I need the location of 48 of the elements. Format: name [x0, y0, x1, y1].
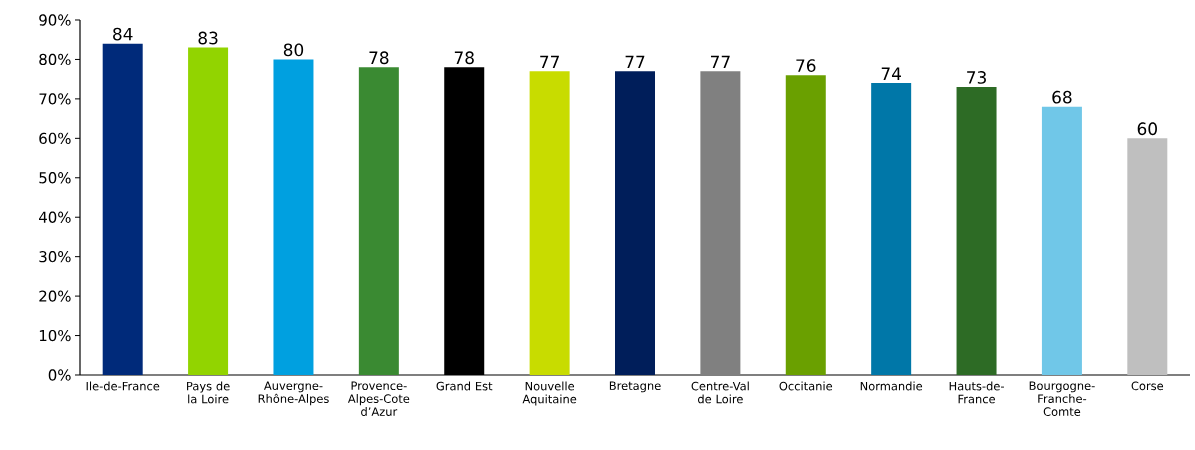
x-tick-label: Grand Est — [436, 381, 493, 391]
data-label: 84 — [113, 27, 133, 41]
x-tick-label: Corse — [1131, 381, 1164, 391]
data-label: 68 — [1052, 90, 1072, 104]
y-tick-label: 60% — [39, 132, 71, 144]
x-tick-label: Ile-de-France — [86, 381, 160, 391]
y-tick-label: 90% — [39, 14, 71, 26]
x-tick-label: Centre-Val de Loire — [691, 381, 749, 404]
y-tick-label: 0% — [48, 369, 71, 381]
bar — [1041, 106, 1082, 375]
bar — [615, 71, 655, 375]
y-tick-label: 70% — [39, 93, 71, 105]
data-label: 60 — [1137, 122, 1157, 136]
bar — [529, 71, 570, 375]
data-label: 80 — [283, 43, 304, 57]
x-tick-label: Nouvelle Aquitaine — [522, 381, 577, 406]
x-tick-label: Hauts-de-France — [949, 381, 1004, 404]
data-label: 77 — [625, 55, 645, 69]
bar — [785, 75, 826, 375]
bar — [358, 67, 399, 375]
x-tick-label: Normandie — [860, 381, 923, 391]
x-tick-label: Bretagne — [609, 381, 661, 393]
y-tick-label: 80% — [39, 53, 71, 66]
bar — [1127, 138, 1168, 375]
data-label: 77 — [540, 55, 559, 69]
data-label: 77 — [711, 55, 730, 69]
y-tick-label: 40% — [39, 211, 71, 223]
x-tick-label: Bourgogne-Franche-Comte — [1029, 381, 1095, 416]
data-label: 83 — [198, 31, 218, 45]
y-tick-label: 10% — [39, 329, 71, 342]
y-tick-label: 50% — [39, 172, 71, 184]
data-label: 73 — [967, 71, 986, 84]
bar — [956, 87, 997, 375]
x-tick-label: Auvergne-Rhône-Alpes — [258, 381, 329, 406]
data-label: 74 — [881, 67, 901, 80]
x-tick-label: Pays de la Loire — [187, 381, 230, 404]
bar — [102, 43, 143, 375]
data-label: 76 — [796, 59, 816, 73]
x-tick-label: Occitanie — [779, 381, 833, 391]
x-tick-label: Provence-Alpes-Cote d’Azur — [347, 381, 410, 416]
data-label: 78 — [369, 51, 389, 65]
bar — [188, 47, 229, 375]
data-label: 78 — [454, 51, 474, 65]
bar — [273, 59, 314, 375]
y-tick-label: 30% — [39, 251, 71, 263]
bar — [871, 83, 912, 375]
y-tick-label: 20% — [39, 290, 71, 302]
bar — [700, 71, 741, 375]
